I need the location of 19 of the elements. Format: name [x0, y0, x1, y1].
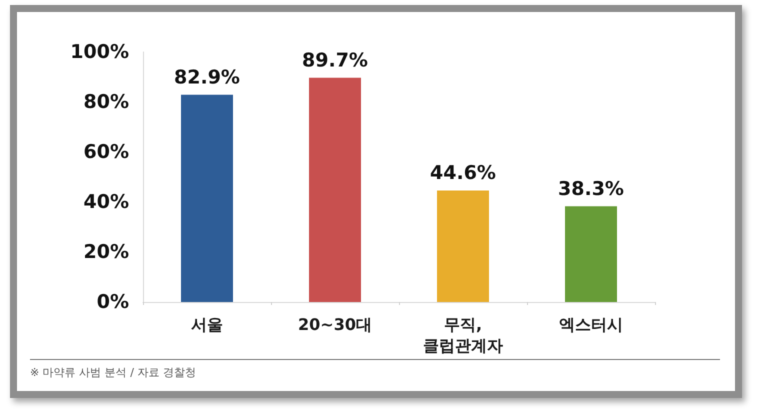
y-tick-label: 0% — [96, 291, 129, 313]
text: ※ 마약류 사범 분석 / 자료 경찰청 — [30, 366, 196, 379]
y-tick-label: 40% — [84, 191, 129, 213]
bar — [181, 94, 233, 302]
x-tick-label: 엑스터시 — [559, 315, 623, 334]
bar — [309, 78, 361, 302]
y-tick-label: 60% — [84, 141, 129, 163]
data-label: 38.3% — [558, 178, 624, 200]
y-tick-label: 80% — [84, 91, 129, 113]
data-label: 44.6% — [430, 162, 496, 184]
x-tick-label: 무직, 클럽관계자 — [423, 315, 503, 355]
data-label: 82.9% — [174, 66, 240, 88]
bar — [437, 190, 489, 302]
x-tick-label: 20~30대 — [298, 315, 372, 334]
bar — [565, 206, 617, 302]
data-label: 89.7% — [302, 49, 368, 72]
y-tick-label: 100% — [70, 41, 129, 63]
y-tick-label: 20% — [84, 241, 129, 263]
x-tick-label: 서울 — [191, 315, 223, 334]
